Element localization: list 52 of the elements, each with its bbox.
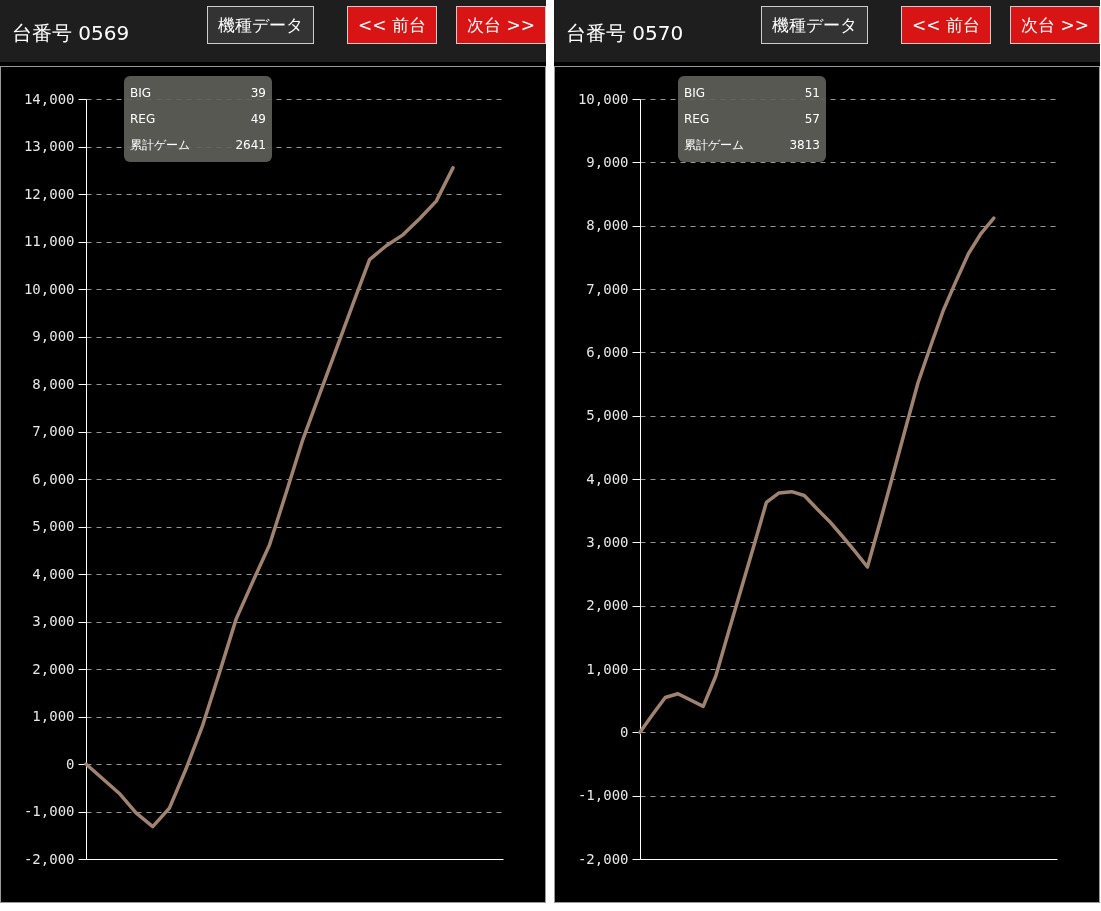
annotation: 57 — [804, 111, 820, 128]
text: 次台 >> — [1010, 6, 1100, 44]
text: 機種データ — [207, 6, 314, 44]
annotation: BIG — [130, 85, 152, 102]
annotation: REG — [130, 111, 156, 128]
text: << 前台 — [347, 6, 437, 44]
y-tick-label: 7,000 — [32, 423, 75, 439]
annotation: BIG — [684, 85, 706, 102]
y-tick-label: 4,000 — [32, 565, 75, 582]
text: << 前台 — [901, 6, 991, 44]
y-tick-label: 2,000 — [586, 597, 629, 614]
y-tick-label: 2,000 — [32, 660, 75, 677]
y-tick-label: 7,000 — [586, 280, 629, 297]
y-tick-label: 1,000 — [32, 708, 75, 724]
chart-title: 台番号 0570 — [566, 20, 684, 47]
y-tick-label: 11,000 — [23, 233, 75, 249]
y-tick-label: 8,000 — [586, 217, 629, 234]
annotation: 2641 — [235, 137, 266, 154]
y-tick-label: 3,000 — [32, 613, 75, 629]
y-tick-label: 9,000 — [32, 328, 75, 344]
text: 次台 >> — [456, 6, 546, 44]
y-tick-label: 3,000 — [586, 533, 629, 550]
annotation: 累計ゲーム — [130, 137, 190, 154]
annotation: 51 — [804, 85, 820, 102]
y-tick-label: 13,000 — [23, 138, 75, 154]
y-tick-label: 5,000 — [32, 518, 75, 534]
annotation: 49 — [250, 111, 266, 128]
y-tick-label: 10,000 — [23, 280, 75, 297]
y-tick-label: 6,000 — [32, 470, 75, 487]
y-tick-label: 10,000 — [577, 90, 629, 107]
chart-title: 台番号 0569 — [12, 20, 130, 47]
y-tick-label: -2,000 — [577, 850, 629, 867]
y-tick-label: -2,000 — [23, 850, 75, 867]
y-tick-label: 12,000 — [23, 185, 75, 202]
y-tick-label: 1,000 — [586, 660, 629, 677]
y-tick-label: -1,000 — [23, 803, 75, 819]
y-tick-label: 4,000 — [586, 470, 629, 487]
annotation: REG — [684, 111, 710, 128]
annotation: 39 — [250, 85, 266, 102]
annotation: 累計ゲーム — [684, 137, 744, 154]
y-tick-label: 8,000 — [32, 375, 75, 392]
y-tick-label: 0 — [620, 723, 629, 740]
y-tick-label: -1,000 — [577, 787, 629, 804]
y-tick-label: 14,000 — [23, 90, 75, 107]
line-series — [638, 216, 996, 735]
text: 機種データ — [761, 6, 868, 44]
y-tick-label: 0 — [66, 755, 75, 772]
y-tick-label: 5,000 — [586, 407, 629, 424]
line-series — [84, 166, 455, 829]
annotation: 3813 — [789, 137, 820, 154]
y-tick-label: 6,000 — [586, 343, 629, 360]
y-tick-label: 9,000 — [586, 153, 629, 170]
